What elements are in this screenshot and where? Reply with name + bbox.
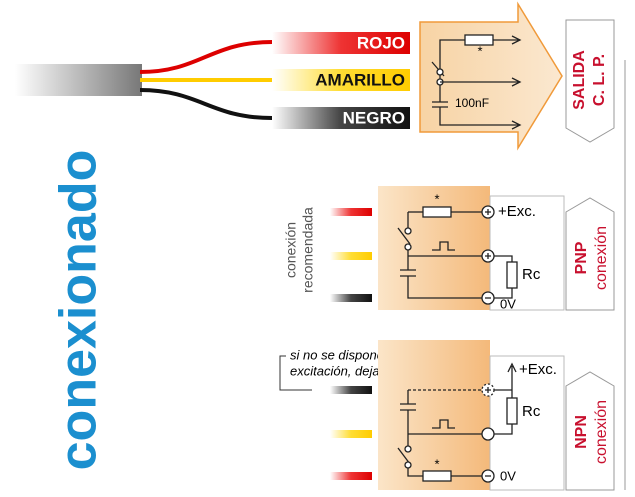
output-label: SALIDA (571, 50, 588, 110)
wire-black (139, 88, 273, 120)
load-box (489, 195, 565, 311)
bracket (279, 355, 312, 391)
circuit (397, 205, 518, 305)
wire-stub (330, 252, 372, 260)
circuit (397, 362, 518, 483)
output-label: C. L. P. (591, 54, 608, 106)
load-label: Rc (522, 266, 541, 283)
wire-tag (272, 107, 410, 129)
ground-label: 0V (500, 296, 516, 311)
wire-stub (330, 294, 372, 302)
load-box (489, 355, 565, 491)
circuit (431, 34, 522, 130)
output-box (565, 19, 615, 143)
title: conexionado (50, 150, 108, 471)
ground-label: 0V (500, 468, 516, 483)
wire-red (139, 40, 273, 74)
type-label: conexión (593, 400, 610, 464)
wire-label: NEGRO (343, 108, 405, 127)
wire-stub (330, 208, 372, 216)
sensor-block (419, 1, 563, 151)
wire-stub (330, 386, 372, 394)
note: recomendada (300, 207, 316, 293)
wire-label: AMARILLO (315, 70, 405, 89)
resistor-mark: * (434, 456, 439, 471)
note: conexión (283, 222, 299, 278)
capacitor-label: 100nF (455, 96, 489, 110)
type-label: conexión (593, 226, 610, 290)
resistor-mark: * (477, 43, 482, 58)
supply-label: +Exc. (519, 361, 557, 378)
wire-stub (330, 472, 372, 480)
wire-tag (272, 32, 410, 54)
supply-label: +Exc. (498, 203, 536, 220)
type-label: PNP (573, 241, 590, 274)
label-box (565, 197, 615, 311)
load-label: Rc (522, 403, 541, 420)
wire-tag (272, 69, 410, 91)
wire-stub (330, 430, 372, 438)
cable (15, 64, 142, 96)
wire-label: ROJO (357, 33, 405, 52)
resistor-mark: * (434, 191, 439, 206)
label-box (565, 371, 615, 491)
sensor-block (378, 340, 490, 490)
type-label: NPN (573, 415, 590, 449)
